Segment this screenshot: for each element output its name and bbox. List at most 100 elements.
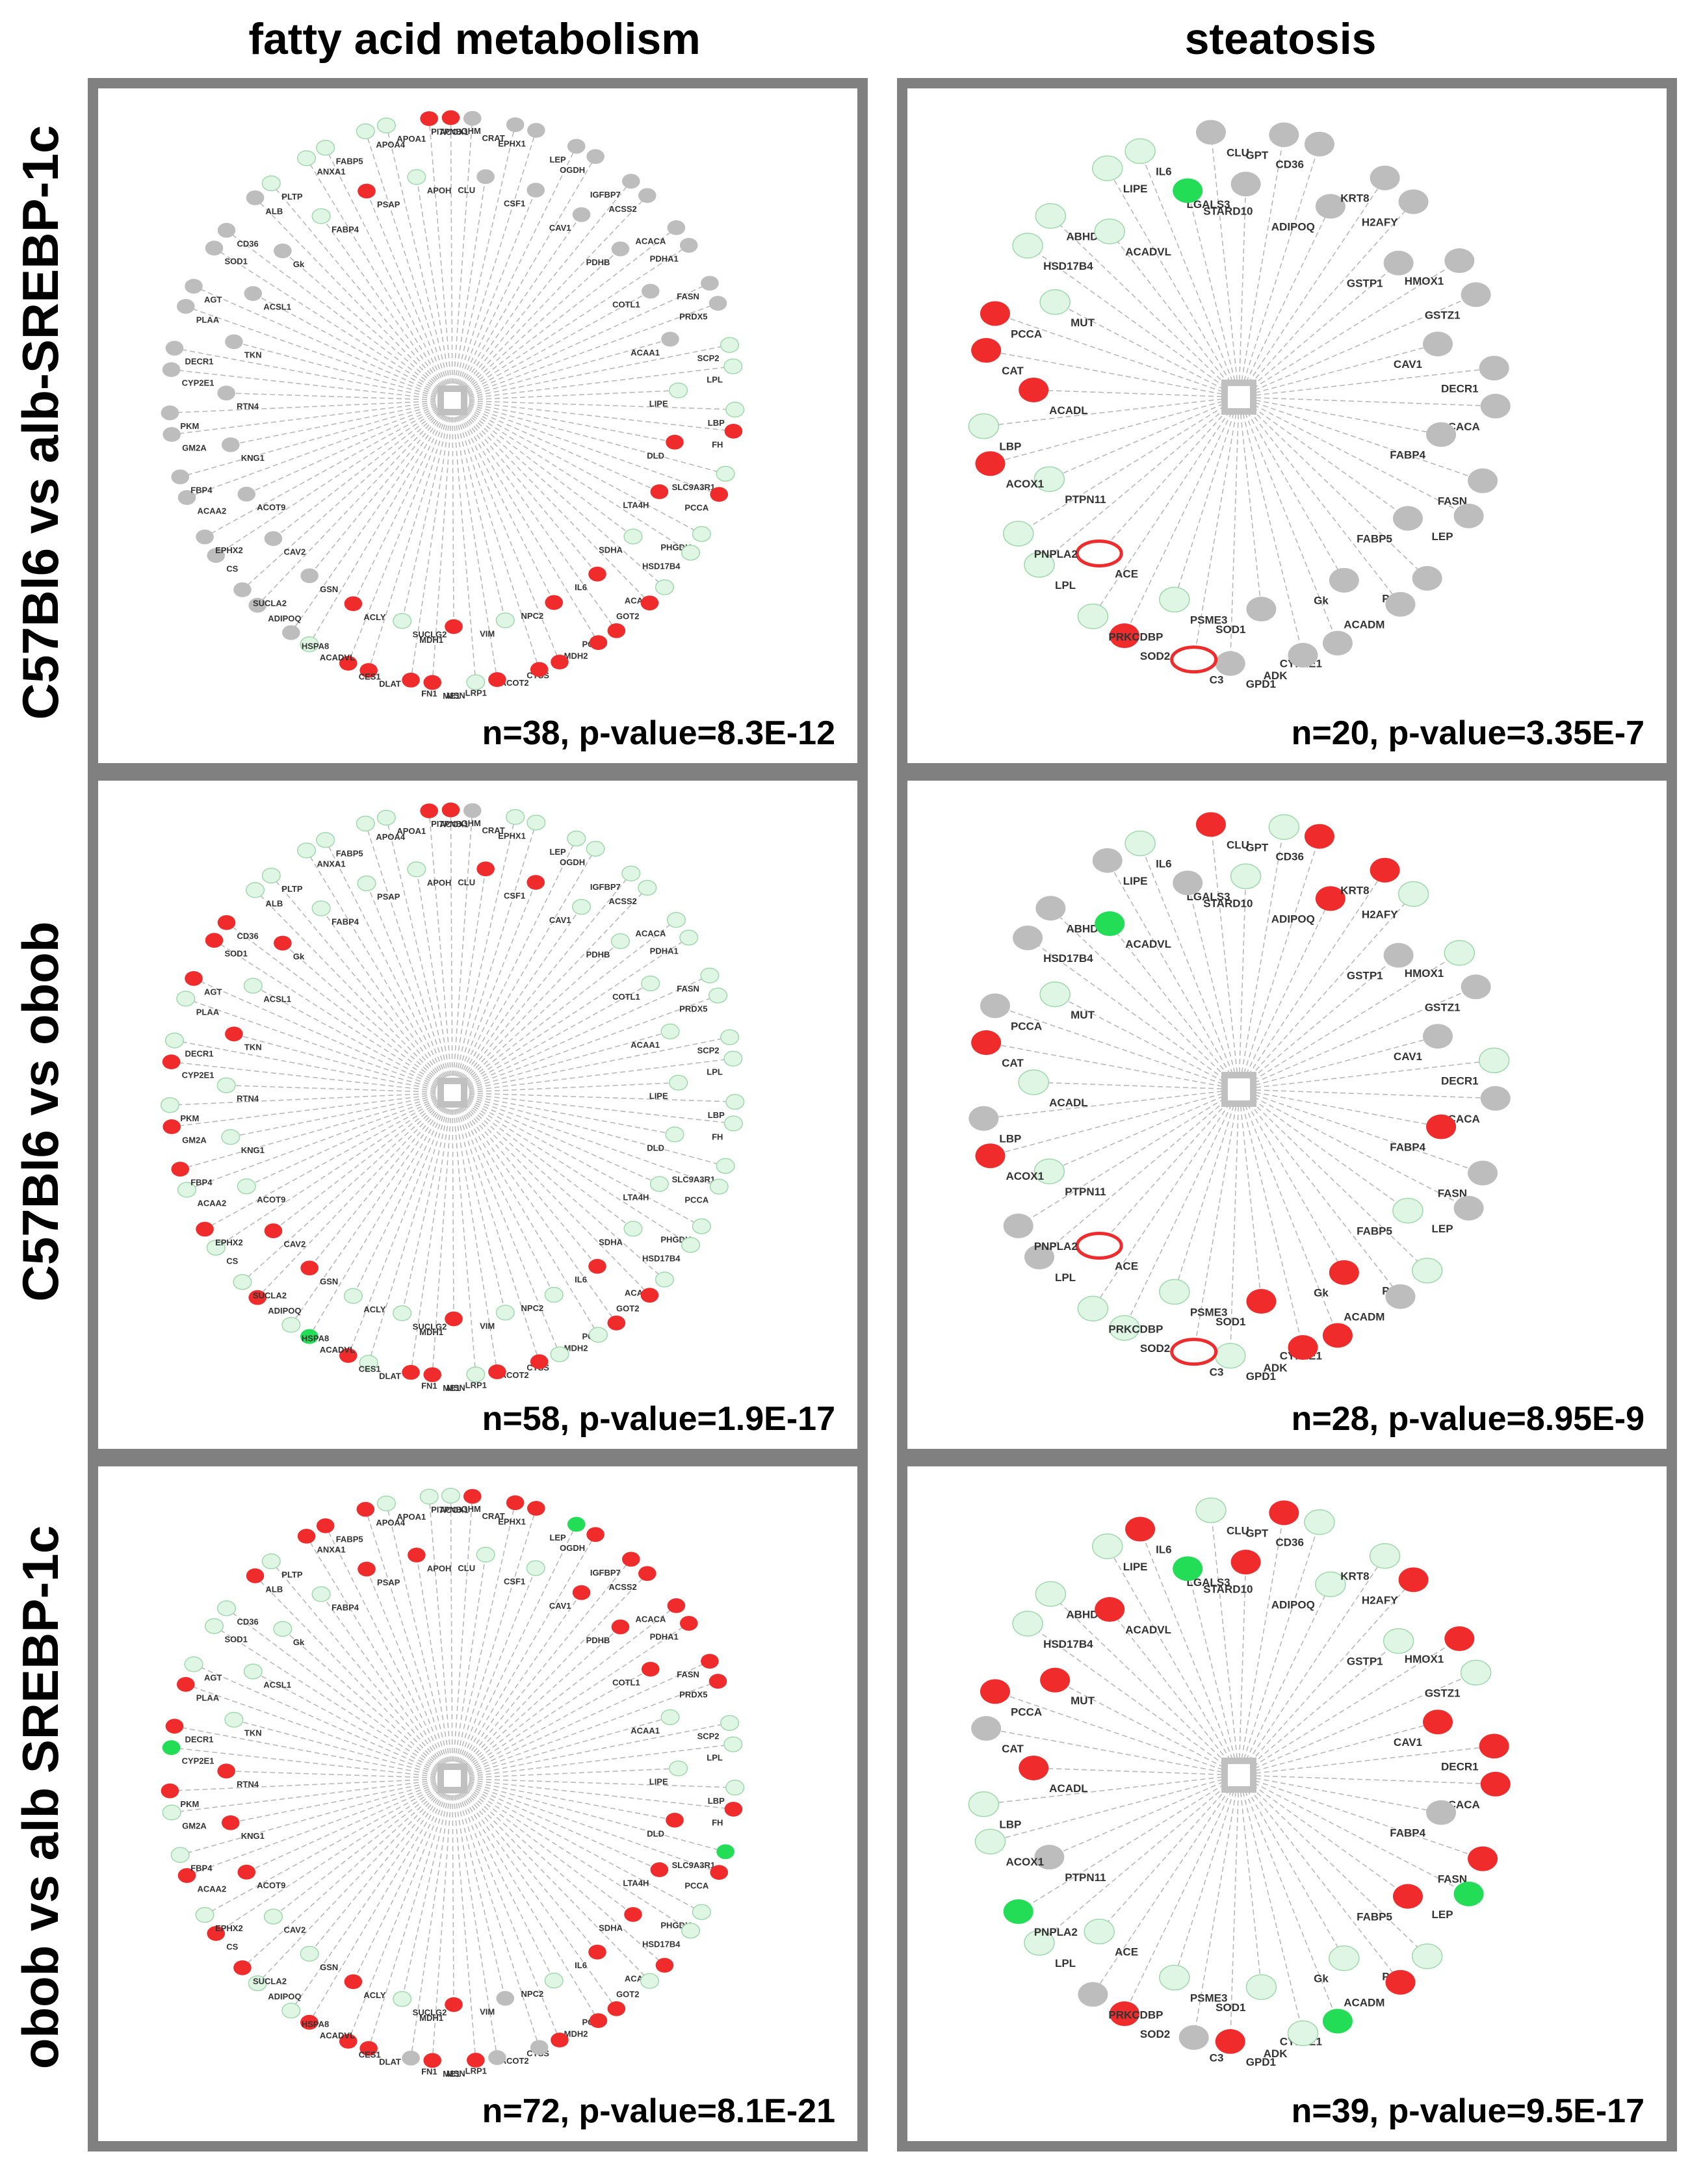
gene-node-lpl: LPL bbox=[707, 1736, 743, 1763]
gene-shape-acaca bbox=[666, 912, 686, 928]
gene-node-sod1: SOD1 bbox=[205, 933, 248, 959]
gene-label-lgals3: LGALS3 bbox=[1187, 890, 1230, 903]
gene-label-igfbp7: IGFBP7 bbox=[590, 882, 621, 892]
edge-ephx2 bbox=[204, 1778, 453, 1916]
gene-shape-suclg2 bbox=[393, 1991, 412, 2007]
gene-label-hsd17b4: HSD17B4 bbox=[642, 561, 681, 571]
gene-node-prdx5: PRDX5 bbox=[679, 1674, 727, 1700]
edge-dlat bbox=[368, 400, 453, 671]
gene-node-fasn: FASN bbox=[1438, 1160, 1498, 1200]
gene-shape-decr1 bbox=[1479, 1734, 1509, 1759]
gene-node-lep: LEP bbox=[549, 830, 586, 857]
column-title-steatosis: steatosis bbox=[1184, 14, 1377, 64]
edge-psme3 bbox=[1174, 1089, 1240, 1292]
gene-label-mut: MUT bbox=[1071, 1009, 1095, 1021]
gene-node-acly: ACLY bbox=[343, 1288, 386, 1314]
edge-adipoq bbox=[1238, 206, 1331, 398]
edge-acot2 bbox=[452, 1092, 540, 1362]
edge-acss2 bbox=[452, 887, 648, 1093]
gene-label-gpt: GPT bbox=[1245, 841, 1269, 853]
edge-cyp2e1 bbox=[171, 369, 453, 401]
edge-ace bbox=[1098, 1774, 1240, 1932]
gene-shape-fabp4 bbox=[311, 900, 331, 916]
edge-scp2 bbox=[452, 1036, 730, 1093]
edge-agt bbox=[193, 285, 453, 401]
gene-shape-clu bbox=[476, 169, 495, 185]
gene-shape-pkm bbox=[160, 1097, 179, 1113]
gene-node-hsd17b4: HSD17B4 bbox=[1012, 1611, 1093, 1650]
gene-node-cav2: CAV2 bbox=[264, 531, 306, 557]
gene-shape-prkcdbp bbox=[1077, 1295, 1109, 1322]
gene-node-decr1: DECR1 bbox=[165, 1719, 214, 1745]
edge-lbp bbox=[983, 1774, 1240, 1805]
gene-label-acox1: ACOX1 bbox=[439, 819, 469, 829]
gene-shape-lta4h bbox=[650, 484, 669, 499]
gene-label-sucla2: SUCLA2 bbox=[253, 1290, 287, 1300]
edge-sdha bbox=[452, 1778, 634, 1915]
gene-label-fbp4: FBP4 bbox=[190, 1864, 213, 1873]
gene-node-sucla2: SUCLA2 bbox=[233, 1274, 287, 1300]
edge-dld bbox=[452, 400, 675, 443]
gene-shape-acaa2 bbox=[177, 1182, 197, 1198]
edge-sucla2 bbox=[242, 1778, 453, 1968]
gene-shape-acadvl bbox=[300, 2014, 318, 2030]
gene-node-apoa1: APOA1 bbox=[376, 1495, 426, 1522]
gene-node-agt: AGT bbox=[185, 970, 222, 996]
gene-shape-cav1 bbox=[1423, 1024, 1453, 1049]
gene-shape-gpd1 bbox=[1215, 2029, 1245, 2054]
gene-node-cotl1: COTL1 bbox=[612, 1661, 660, 1687]
gene-node-acadvl: ACADVL bbox=[300, 2014, 355, 2040]
gene-label-lep: LEP bbox=[549, 847, 566, 857]
edge-pltp bbox=[270, 183, 453, 401]
gene-node-mut: MUT bbox=[1039, 982, 1095, 1021]
gene-node-crat: CRAT bbox=[482, 117, 525, 143]
gene-node-pcca: PCCA bbox=[684, 1865, 729, 1891]
node-layer: PITPNBCLUCRATEPHX1CSF1LEPOGDHCAV1IGFBP7A… bbox=[161, 110, 745, 701]
edge-fabp4 bbox=[320, 908, 453, 1093]
gene-node-cd36: CD36 bbox=[1275, 824, 1334, 863]
gene-label-plaa: PLAA bbox=[196, 1007, 220, 1017]
gene-label-il6: IL6 bbox=[1156, 858, 1172, 870]
gene-node-ces1: CES1 bbox=[339, 1348, 381, 1373]
stat-label: n=39, p-value=9.5E-17 bbox=[1291, 2092, 1644, 2130]
edge-gk bbox=[282, 942, 453, 1093]
gene-shape-acadm bbox=[1385, 1970, 1416, 1995]
gene-label-rtn4: RTN4 bbox=[237, 1780, 259, 1789]
gene-label-acaa2: ACAA2 bbox=[197, 506, 226, 515]
gene-node-acsl1: ACSL1 bbox=[243, 978, 291, 1004]
gene-node-gk: Gk bbox=[1314, 1945, 1360, 1985]
edge-krt8 bbox=[1238, 177, 1386, 398]
gene-node-fabp5: FABP5 bbox=[1357, 1197, 1424, 1237]
gene-label-stard10: STARD10 bbox=[1203, 1583, 1253, 1595]
edge-gstp1 bbox=[1238, 263, 1399, 398]
edge-acadm bbox=[1238, 396, 1401, 605]
gene-shape-clu bbox=[476, 1546, 495, 1563]
edge-pck1 bbox=[1238, 1774, 1428, 1957]
edge-ctss bbox=[452, 1778, 560, 2040]
gene-label-lep: LEP bbox=[1432, 1908, 1453, 1921]
edge-pkm bbox=[170, 1778, 453, 1791]
gene-label-kng1: KNG1 bbox=[241, 453, 265, 463]
gene-shape-cotl1 bbox=[641, 1661, 660, 1677]
gene-node-ptpn11: PTPN11 bbox=[1034, 1845, 1106, 1884]
gene-node-fabp4: FABP4 bbox=[1390, 422, 1457, 462]
gene-shape-hsd17b4 bbox=[681, 545, 701, 561]
gene-label-fabp5: FABP5 bbox=[336, 848, 363, 858]
gene-node-pnpla2: PNPLA2 bbox=[1003, 1899, 1078, 1938]
gene-shape-ephx2 bbox=[195, 1906, 214, 1923]
edge-fasn bbox=[452, 1661, 710, 1779]
gene-shape-npc2 bbox=[544, 1972, 564, 1989]
panel-steatosis-row3: CLU LGALS3 GPT CD36 ADIPOQ KRT8 H2AFY GSTP1 HMOX… bbox=[897, 1456, 1677, 2152]
edge-pdha1 bbox=[452, 1622, 690, 1779]
gene-node-cav1: CAV1 bbox=[1394, 1024, 1453, 1063]
edge-plaa bbox=[185, 306, 453, 401]
gene-shape-mut bbox=[1040, 1667, 1071, 1693]
edge-il6 bbox=[452, 400, 598, 575]
gene-shape-sucla2 bbox=[233, 582, 252, 597]
edge-lrp1 bbox=[452, 400, 498, 680]
gene-node-lta4h: LTA4H bbox=[623, 1176, 669, 1202]
edge-apoa1 bbox=[385, 817, 453, 1093]
gene-shape-acaa1 bbox=[660, 1709, 680, 1725]
gene-node-apoh: APOH bbox=[407, 861, 451, 887]
gene-shape-krt8 bbox=[1370, 165, 1400, 190]
